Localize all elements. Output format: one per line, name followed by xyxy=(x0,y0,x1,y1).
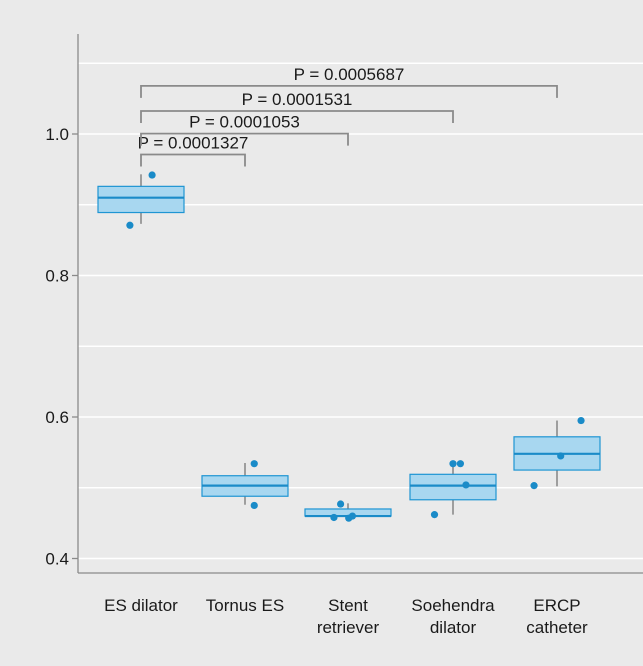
data-point xyxy=(250,501,258,510)
boxes xyxy=(97,171,601,522)
significance-brackets: P = 0.0001327 P = 0.0001053 P = 0.0001531 P… xyxy=(138,65,558,167)
y-tick-label: 0.8 xyxy=(45,267,69,286)
significance-bracket xyxy=(140,110,454,124)
p-value-label: P = 0.0001327 xyxy=(138,134,249,153)
axes: 0.4 0.6 0.8 1.0 xyxy=(45,34,643,574)
x-category-label: ES dilator xyxy=(104,596,178,615)
x-category-label: catheter xyxy=(526,618,588,637)
y-tick-label: 1.0 xyxy=(45,125,69,144)
box-group xyxy=(97,171,185,229)
data-point xyxy=(577,416,585,425)
category-labels: ES dilator Tornus ES Stent retriever Soehend… xyxy=(104,596,588,637)
data-point xyxy=(430,511,439,519)
data-point xyxy=(449,460,457,468)
p-value-label: P = 0.0001531 xyxy=(242,90,353,109)
x-category-label: retriever xyxy=(317,618,380,637)
data-point xyxy=(456,460,464,468)
data-point xyxy=(557,452,565,460)
box-iqr xyxy=(97,185,185,214)
significance-bracket xyxy=(140,132,349,146)
data-point xyxy=(250,460,258,468)
data-point xyxy=(462,481,470,489)
data-point xyxy=(337,500,345,508)
box-group xyxy=(513,416,601,490)
box-group xyxy=(201,460,289,510)
data-point xyxy=(530,482,538,490)
p-value-label: P = 0.0001053 xyxy=(189,113,300,132)
x-category-label: Stent xyxy=(328,596,368,615)
data-point xyxy=(126,221,134,229)
y-tick-label: 0.4 xyxy=(45,550,69,569)
x-category-label: Tornus ES xyxy=(206,596,284,615)
data-point xyxy=(148,171,156,179)
x-category-label: ERCP xyxy=(533,596,580,615)
p-value-label: P = 0.0005687 xyxy=(294,65,405,84)
box-iqr xyxy=(409,473,497,501)
significance-bracket xyxy=(140,153,246,167)
box-group xyxy=(304,500,392,522)
significance-bracket xyxy=(140,84,558,98)
data-point xyxy=(348,512,357,520)
x-category-label: Soehendra xyxy=(411,596,495,615)
y-tick-label: 0.6 xyxy=(45,408,69,427)
box-group xyxy=(409,460,497,519)
data-point xyxy=(330,513,338,522)
x-category-label: dilator xyxy=(430,618,477,637)
gridlines xyxy=(78,62,643,560)
